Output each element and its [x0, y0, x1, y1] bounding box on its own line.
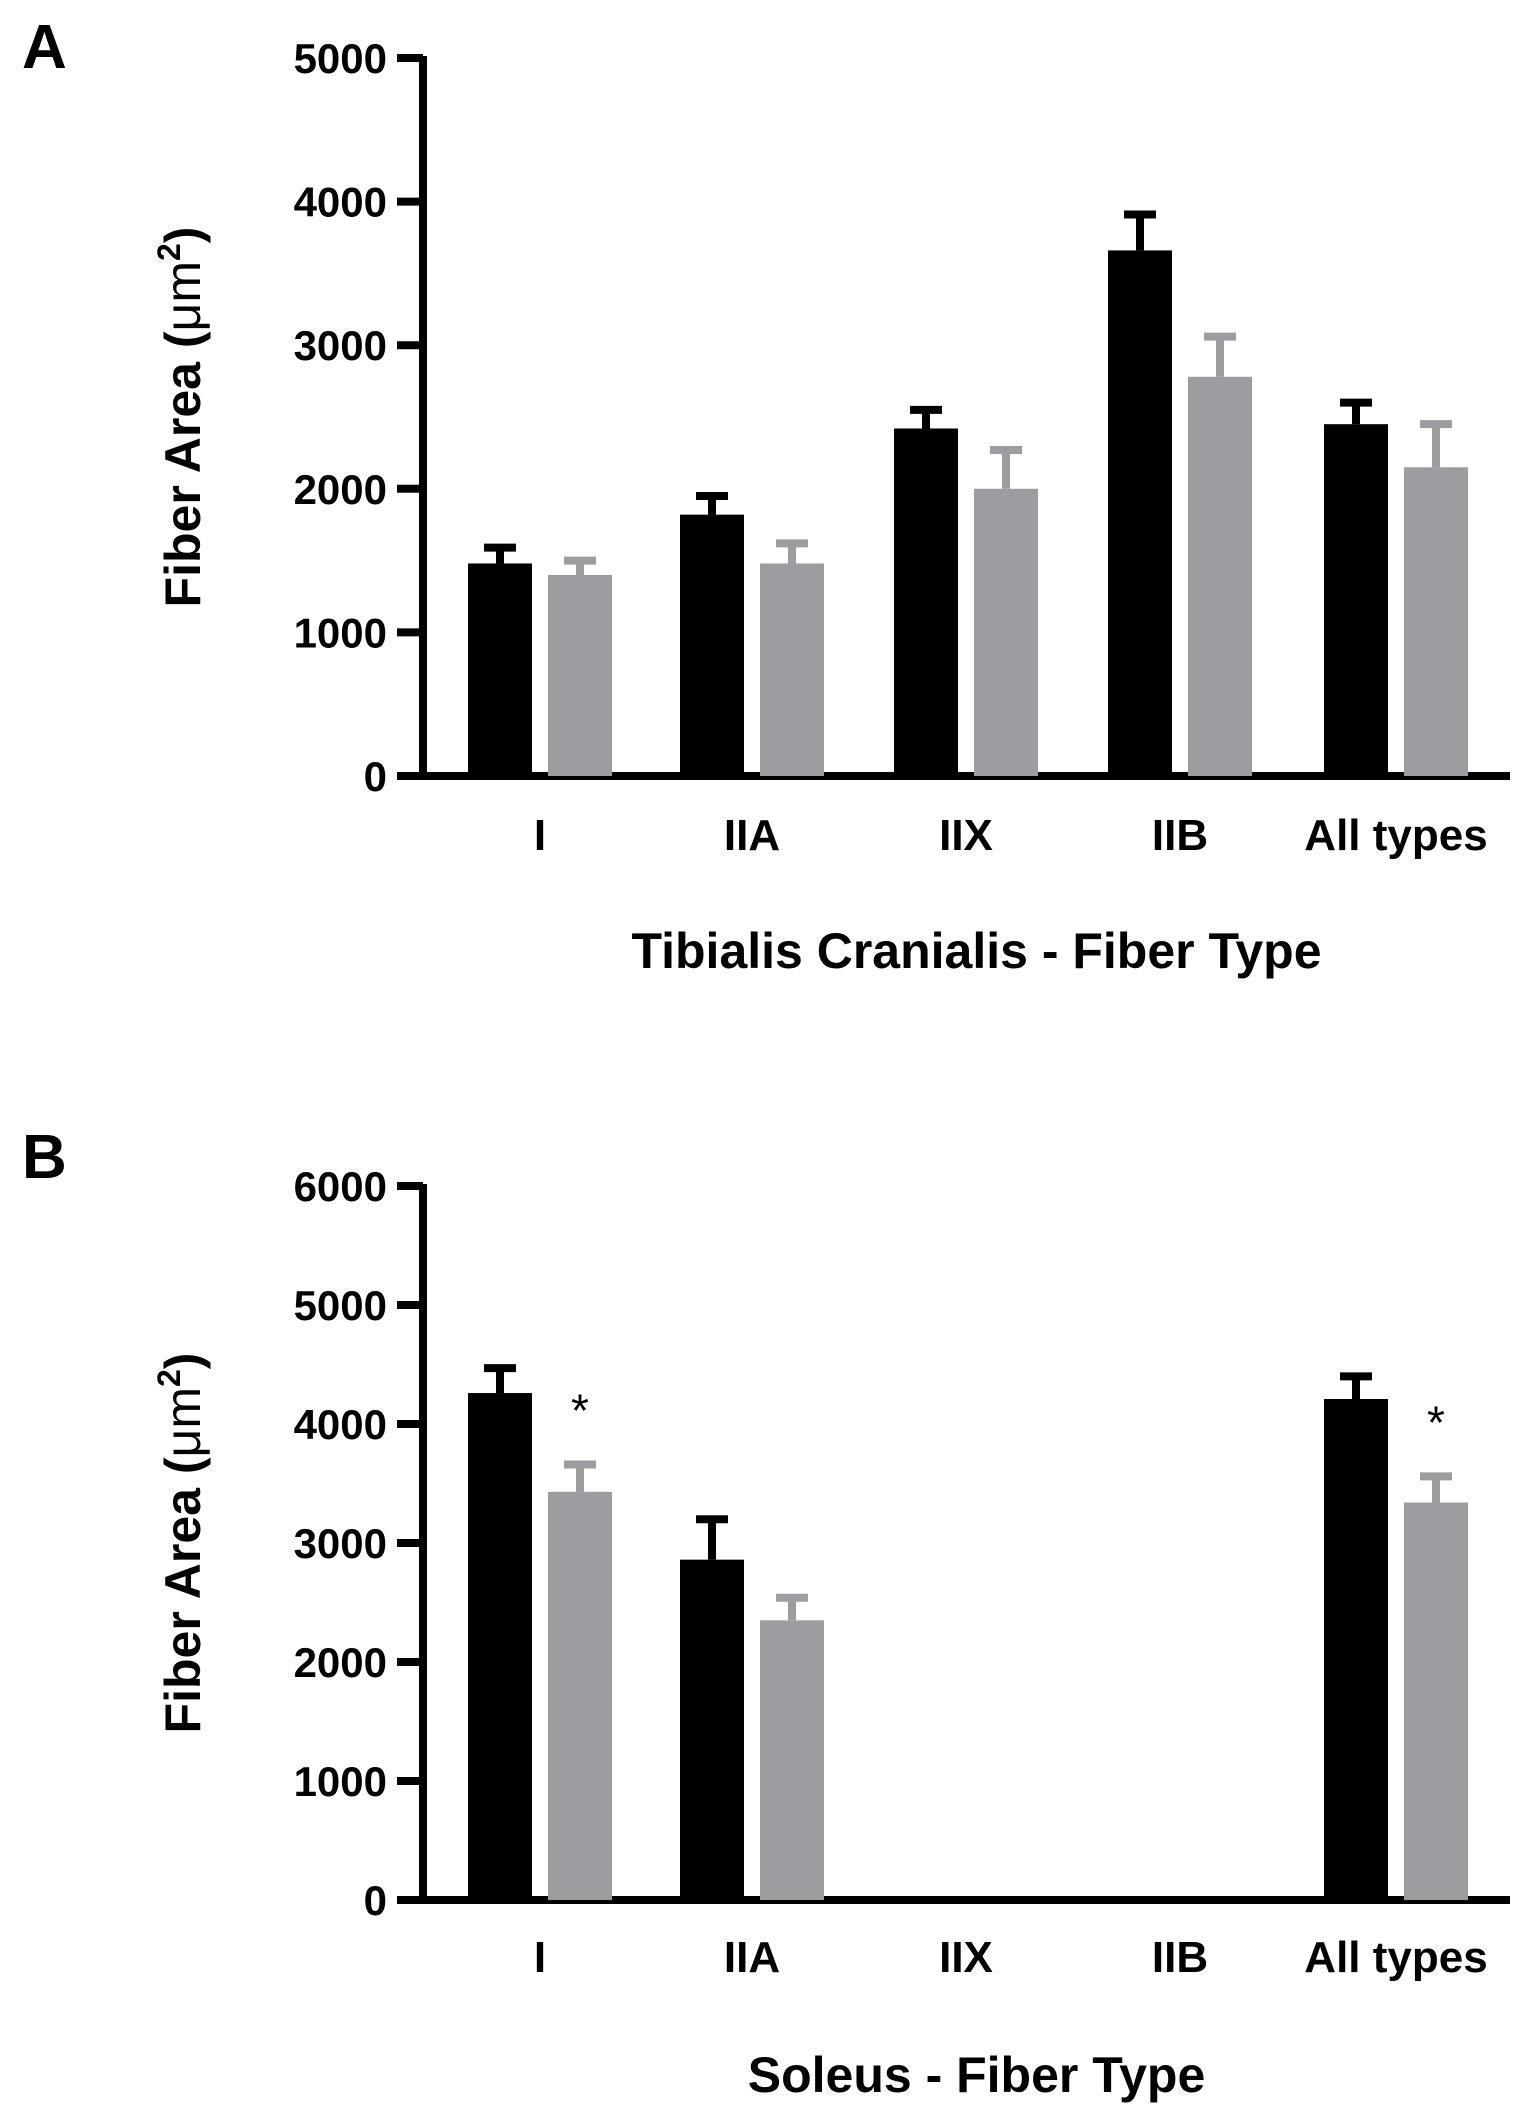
y-tick-label: 2000 — [294, 466, 387, 513]
bar — [1404, 467, 1468, 776]
panel-b: B 0 1000 2000 3000 4000 5000 6000 I IIA IIX IIB All … — [22, 1123, 1510, 2103]
bar — [894, 428, 958, 776]
x-tick-label: IIX — [939, 1933, 993, 1982]
y-axis-title-unit: μm — [155, 1387, 211, 1457]
significance-marker: * — [1427, 1396, 1445, 1448]
y-tick-label: 5000 — [294, 35, 387, 82]
x-tick-label: I — [534, 811, 546, 860]
y-tick-label: 3000 — [294, 322, 387, 369]
x-tick-label: IIA — [724, 811, 780, 860]
bar — [548, 1491, 612, 1900]
y-tick-label: 2000 — [294, 1639, 387, 1686]
y-axis-title: Fiber Area (μm2) — [151, 227, 211, 608]
significance-marker: * — [571, 1384, 589, 1436]
bar — [468, 1393, 532, 1900]
y-tick-label: 6000 — [294, 1163, 387, 1210]
y-axis-title-prefix: Fiber Area ( — [155, 331, 211, 607]
y-tick-label: 5000 — [294, 1282, 387, 1329]
x-axis-title: Soleus - Fiber Type — [748, 2047, 1206, 2103]
x-tick-label: All types — [1304, 1933, 1487, 1982]
y-tick-label: 1000 — [294, 1758, 387, 1805]
bar — [1404, 1502, 1468, 1900]
y-axis-title-suffix: ) — [155, 227, 211, 244]
bar — [1188, 376, 1252, 776]
x-tick-label: I — [534, 1933, 546, 1982]
bar — [974, 488, 1038, 776]
bar — [680, 1559, 744, 1900]
x-tick-label: IIB — [1152, 1933, 1208, 1982]
bar — [1324, 1399, 1388, 1900]
bar — [468, 563, 532, 776]
bar — [680, 514, 744, 776]
bar — [760, 563, 824, 776]
y-tick-label: 4000 — [294, 1401, 387, 1448]
y-tick-label: 0 — [364, 753, 387, 800]
y-axis-title: Fiber Area (μm2) — [151, 1353, 211, 1734]
panel-letter: A — [22, 13, 67, 82]
x-tick-label: IIA — [724, 1933, 780, 1982]
y-tick-label: 3000 — [294, 1520, 387, 1567]
x-axis-title: Tibialis Cranialis - Fiber Type — [631, 923, 1321, 979]
bar — [760, 1620, 824, 1900]
x-tick-label: All types — [1304, 811, 1487, 860]
y-axis-title-superscript: 2 — [151, 1369, 187, 1387]
bar — [1108, 250, 1172, 776]
x-tick-label: IIB — [1152, 811, 1208, 860]
bar — [1324, 424, 1388, 776]
panel-letter: B — [22, 1123, 67, 1192]
panel-a: A 0 1000 2000 3000 4000 5000 I IIA IIX IIB All type… — [22, 13, 1510, 979]
x-tick-label: IIX — [939, 811, 993, 860]
y-axis-title-suffix: ) — [155, 1353, 211, 1370]
y-axis-title-unit: μm — [155, 261, 211, 331]
y-axis-title-superscript: 2 — [151, 243, 187, 261]
y-tick-label: 1000 — [294, 609, 387, 656]
bar — [548, 574, 612, 776]
y-axis-title-prefix: Fiber Area ( — [155, 1457, 211, 1733]
y-tick-label: 4000 — [294, 179, 387, 226]
y-tick-label: 0 — [364, 1877, 387, 1924]
